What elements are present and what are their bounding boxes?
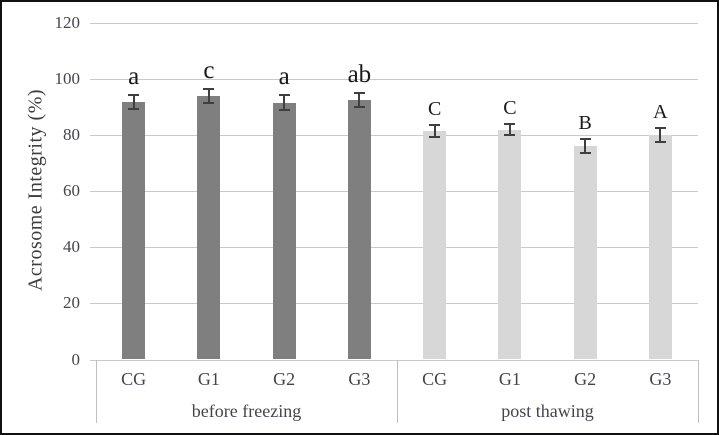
significance-letter: c (203, 56, 215, 84)
category-label: CG (422, 369, 448, 389)
significance-letter: a (128, 62, 140, 90)
error-bar-cap-bottom (504, 134, 516, 137)
y-axis-tick (90, 247, 96, 249)
bar (423, 130, 447, 360)
group-label: before freezing (191, 401, 302, 421)
gridline (96, 135, 698, 137)
y-axis-tick-label: 120 (54, 13, 81, 32)
error-bar-cap-bottom (353, 106, 365, 109)
bar (498, 129, 522, 360)
error-bar-cap-top (353, 92, 365, 95)
y-axis-tick (90, 135, 96, 137)
gridline (96, 191, 698, 193)
category-label: CG (121, 369, 147, 389)
error-bar-line (283, 95, 286, 111)
y-axis-tick (90, 359, 96, 361)
significance-letter: C (503, 96, 517, 119)
error-bar-line (207, 88, 210, 103)
error-bar-cap-top (128, 93, 140, 96)
error-bar-cap-bottom (579, 152, 591, 155)
category-divider (96, 359, 97, 423)
error-bar-cap-top (203, 87, 215, 90)
bar (197, 95, 221, 360)
gridline (96, 79, 698, 81)
error-bar-cap-top (654, 127, 666, 130)
gridline (96, 23, 698, 24)
category-label: G3 (348, 369, 371, 389)
y-axis-tick (90, 23, 96, 24)
y-axis-tick-label: 20 (63, 293, 80, 313)
error-bar-line (584, 139, 587, 154)
error-bar-cap-top (504, 122, 516, 125)
y-axis-tick-label: 60 (63, 181, 80, 201)
category-divider (698, 359, 699, 423)
error-bar-line (659, 128, 662, 143)
bar (347, 100, 371, 360)
error-bar-cap-top (429, 123, 441, 126)
bar (573, 146, 597, 360)
category-label: G3 (649, 369, 672, 389)
significance-letter: C (427, 97, 442, 120)
y-axis-tick (90, 79, 96, 81)
category-label: G1 (498, 369, 521, 389)
error-bar-line (132, 94, 135, 109)
bar (122, 101, 146, 360)
gridline (96, 303, 698, 305)
error-bar-line (508, 123, 511, 136)
significance-letter: B (578, 112, 592, 135)
error-bar-cap-bottom (429, 136, 441, 139)
group-label: post thawing (501, 401, 594, 421)
significance-letter: a (278, 63, 290, 91)
category-label: G2 (574, 369, 597, 389)
y-axis-tick-label: 0 (71, 349, 81, 369)
error-bar-cap-bottom (654, 141, 666, 144)
y-axis-tick (90, 303, 96, 305)
gridline (96, 247, 698, 249)
y-axis-tick (90, 191, 96, 193)
category-divider (397, 359, 398, 423)
error-bar-cap-top (579, 138, 591, 141)
error-bar-cap-bottom (128, 107, 140, 110)
y-axis-tick-label: 80 (63, 125, 80, 145)
bar (272, 102, 296, 360)
error-bar-cap-top (278, 94, 290, 97)
y-axis-tick-label: 100 (54, 69, 81, 89)
bar (648, 135, 672, 360)
error-bar-line (433, 124, 436, 138)
significance-letter: ab (347, 61, 372, 89)
y-axis-tick-label: 40 (63, 237, 80, 257)
significance-letter: A (653, 101, 668, 124)
error-bar-line (358, 93, 361, 108)
category-label: G1 (197, 369, 220, 389)
error-bar-cap-bottom (278, 109, 290, 112)
error-bar-cap-bottom (203, 101, 215, 104)
category-label: G2 (273, 369, 296, 389)
